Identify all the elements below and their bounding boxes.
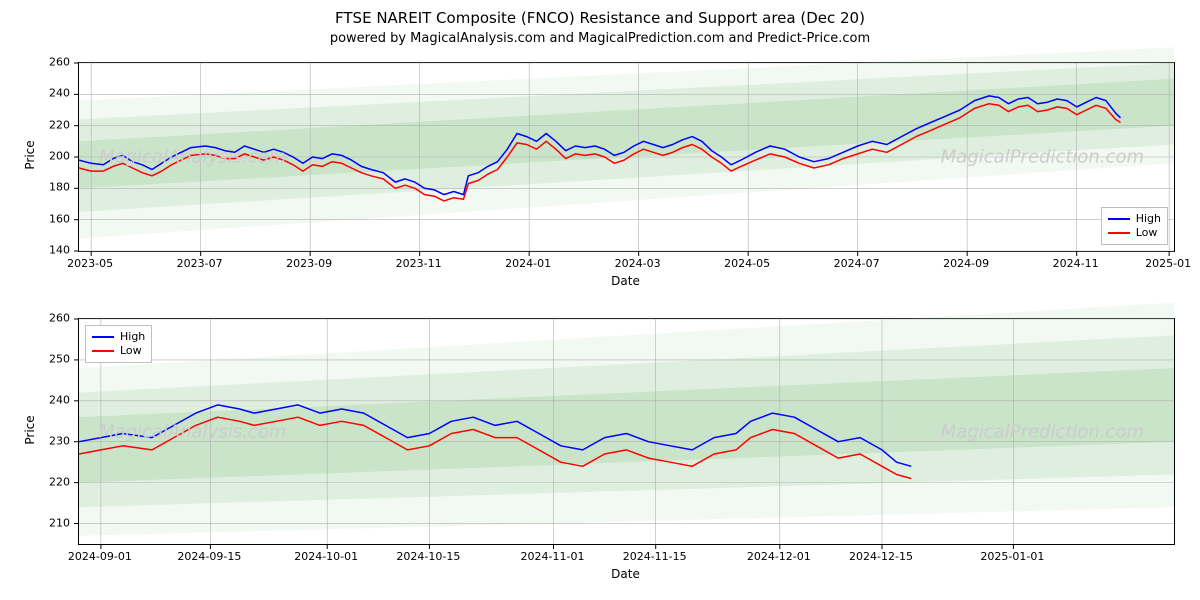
x-tick-label: 2024-05 bbox=[724, 257, 770, 270]
legend-swatch-low bbox=[92, 350, 114, 352]
y-tick-label: 220 bbox=[30, 475, 70, 488]
page: FTSE NAREIT Composite (FNCO) Resistance … bbox=[0, 0, 1200, 600]
x-tick-label: 2025-01 bbox=[1145, 257, 1191, 270]
chart-bottom-svg bbox=[79, 319, 1174, 544]
x-tick-label: 2023-07 bbox=[177, 257, 223, 270]
x-tick-label: 2023-05 bbox=[67, 257, 113, 270]
x-tick-label: 2024-03 bbox=[615, 257, 661, 270]
legend-label: Low bbox=[1136, 226, 1158, 240]
y-tick-label: 260 bbox=[30, 312, 70, 325]
chart-top-svg bbox=[79, 63, 1174, 251]
x-tick-label: 2024-09 bbox=[943, 257, 989, 270]
legend-label: High bbox=[1136, 212, 1161, 226]
legend-item: Low bbox=[1108, 226, 1161, 240]
x-tick-label: 2024-10-01 bbox=[294, 550, 358, 563]
x-tick-label: 2024-11-15 bbox=[623, 550, 687, 563]
legend-item: Low bbox=[92, 344, 145, 358]
x-tick-label: 2024-12-15 bbox=[849, 550, 913, 563]
y-tick-label: 180 bbox=[30, 181, 70, 194]
y-tick-label: 260 bbox=[30, 56, 70, 69]
y-tick-label: 240 bbox=[30, 87, 70, 100]
y-tick-label: 250 bbox=[30, 352, 70, 365]
x-tick-label: 2023-09 bbox=[286, 257, 332, 270]
legend: High Low bbox=[85, 325, 152, 363]
x-tick-label: 2024-12-01 bbox=[747, 550, 811, 563]
chart-subtitle: powered by MagicalAnalysis.com and Magic… bbox=[0, 31, 1200, 46]
x-tick-label: 2024-09-15 bbox=[177, 550, 241, 563]
legend-item: High bbox=[1108, 212, 1161, 226]
legend-item: High bbox=[92, 330, 145, 344]
y-tick-label: 210 bbox=[30, 516, 70, 529]
chart-title: FTSE NAREIT Composite (FNCO) Resistance … bbox=[0, 9, 1200, 27]
legend-swatch-low bbox=[1108, 232, 1130, 234]
chart-bottom: MagicalAnalysis.com MagicalPrediction.co… bbox=[78, 318, 1175, 545]
x-tick-label: 2023-11 bbox=[396, 257, 442, 270]
x-tick-label: 2024-01 bbox=[505, 257, 551, 270]
x-tick-label: 2024-07 bbox=[834, 257, 880, 270]
x-tick-label: 2024-11 bbox=[1053, 257, 1099, 270]
y-tick-label: 240 bbox=[30, 393, 70, 406]
legend: High Low bbox=[1101, 207, 1168, 245]
y-tick-label: 200 bbox=[30, 150, 70, 163]
y-tick-label: 160 bbox=[30, 212, 70, 225]
x-tick-label: 2024-11-01 bbox=[521, 550, 585, 563]
chart-top: MagicalAnalysis.com MagicalPrediction.co… bbox=[78, 62, 1175, 252]
x-tick-label: 2024-09-01 bbox=[68, 550, 132, 563]
x-axis-label: Date bbox=[78, 567, 1173, 581]
x-tick-label: 2024-10-15 bbox=[396, 550, 460, 563]
y-tick-label: 230 bbox=[30, 434, 70, 447]
y-tick-label: 220 bbox=[30, 118, 70, 131]
x-tick-label: 2025-01-01 bbox=[980, 550, 1044, 563]
legend-swatch-high bbox=[1108, 218, 1130, 220]
x-axis-label: Date bbox=[78, 274, 1173, 288]
y-tick-label: 140 bbox=[30, 244, 70, 257]
legend-label: High bbox=[120, 330, 145, 344]
legend-swatch-high bbox=[92, 336, 114, 338]
legend-label: Low bbox=[120, 344, 142, 358]
